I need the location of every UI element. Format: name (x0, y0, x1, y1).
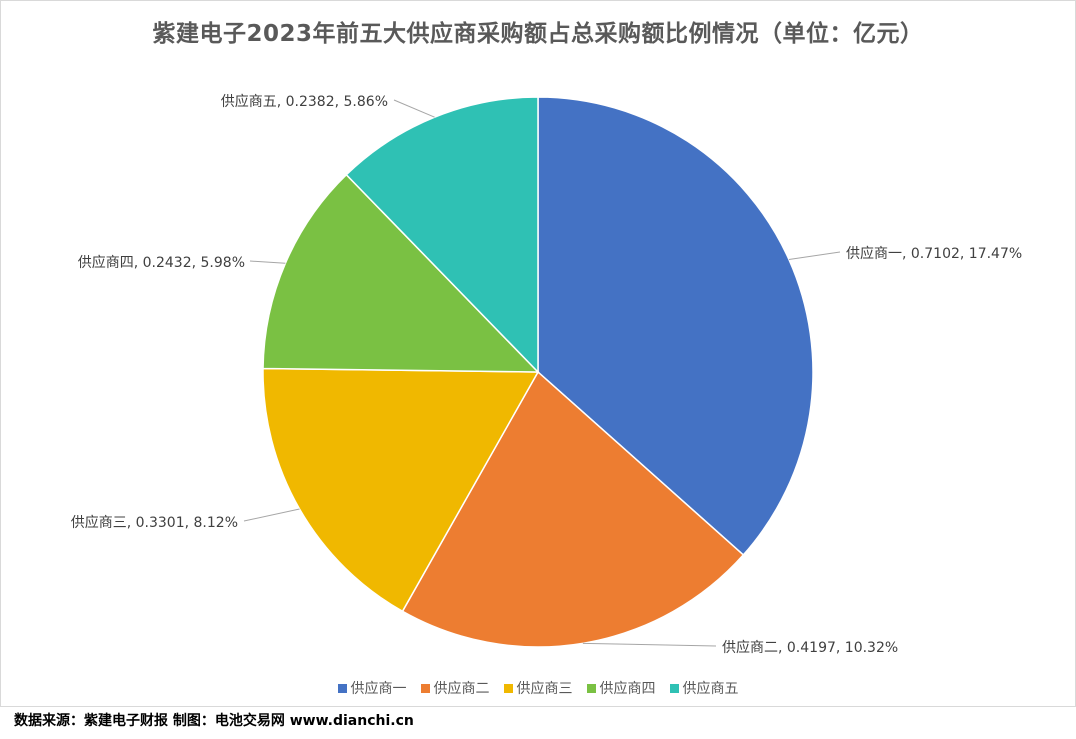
data-label-2: 供应商二, 0.4197, 10.32% (722, 639, 898, 656)
legend-label-5: 供应商五 (682, 681, 739, 697)
legend-item-5: 供应商五 (669, 678, 739, 698)
legend-item-2: 供应商二 (420, 678, 490, 698)
leader-line-3 (243, 508, 300, 522)
source-note: 数据来源：紫建电子财报 制图：电池交易网 www.dianchi.cn (14, 713, 414, 729)
data-label-4: 供应商四, 0.2432, 5.98% (78, 254, 245, 271)
legend-label-2: 供应商二 (433, 681, 490, 697)
legend-swatch-1 (337, 683, 347, 693)
leader-line-2 (582, 642, 717, 647)
legend: 供应商一 供应商二 供应商三 供应商四 供应商五 (0, 678, 1076, 698)
legend-item-1: 供应商一 (337, 678, 407, 698)
data-label-1: 供应商一, 0.7102, 17.47% (846, 245, 1022, 262)
legend-label-4: 供应商四 (599, 681, 656, 697)
data-label-3: 供应商三, 0.3301, 8.12% (71, 514, 238, 531)
legend-swatch-2 (420, 683, 430, 693)
leader-line-1 (788, 251, 841, 260)
legend-label-3: 供应商三 (516, 681, 573, 697)
leader-line-5 (393, 99, 435, 118)
legend-item-3: 供应商三 (503, 678, 573, 698)
legend-label-1: 供应商一 (350, 681, 407, 697)
chart-title: 紫建电子2023年前五大供应商采购额占总采购额比例情况（单位：亿元） (152, 21, 924, 47)
legend-swatch-4 (586, 683, 596, 693)
legend-swatch-5 (669, 683, 679, 693)
legend-swatch-3 (503, 683, 513, 693)
leader-line-4 (249, 260, 286, 264)
legend-item-4: 供应商四 (586, 678, 656, 698)
data-label-5: 供应商五, 0.2382, 5.86% (221, 93, 388, 110)
